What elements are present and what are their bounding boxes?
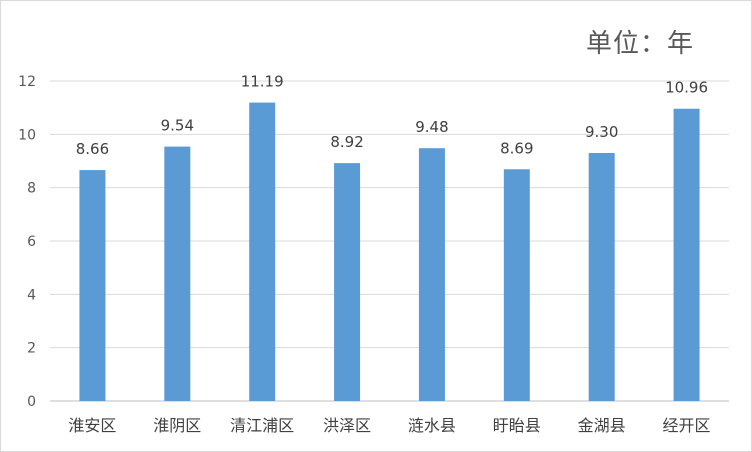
category-label: 淮安区 <box>68 416 116 435</box>
category-label: 金湖县 <box>578 416 626 435</box>
unit-label: 单位：年 <box>586 29 695 59</box>
y-tick-label: 0 <box>27 394 36 410</box>
data-label: 11.19 <box>241 73 284 91</box>
y-tick-label: 6 <box>27 234 36 250</box>
data-label: 9.48 <box>415 118 448 136</box>
y-tick-label: 4 <box>27 287 36 303</box>
bar <box>249 102 276 401</box>
bar <box>588 153 615 401</box>
data-label: 8.92 <box>330 133 363 151</box>
data-label: 9.30 <box>585 123 618 141</box>
data-label: 10.96 <box>665 79 708 97</box>
bar <box>164 146 191 401</box>
bar <box>79 170 106 401</box>
category-label: 经开区 <box>663 416 711 435</box>
bar <box>418 148 445 401</box>
category-label: 淮阴区 <box>153 416 201 435</box>
data-label: 9.54 <box>161 117 194 135</box>
y-tick-label: 2 <box>27 341 36 357</box>
y-tick-label: 10 <box>18 127 36 143</box>
category-label: 清江浦区 <box>230 416 294 435</box>
category-label: 盱眙县 <box>493 416 541 435</box>
y-tick-label: 12 <box>18 74 36 90</box>
bar <box>673 108 700 401</box>
category-label: 涟水县 <box>408 416 456 435</box>
category-label: 洪泽区 <box>323 416 371 435</box>
bar <box>503 169 530 401</box>
data-label: 8.66 <box>76 140 109 158</box>
y-tick-label: 8 <box>27 181 36 197</box>
bar <box>334 163 361 401</box>
data-label: 8.69 <box>500 139 533 157</box>
